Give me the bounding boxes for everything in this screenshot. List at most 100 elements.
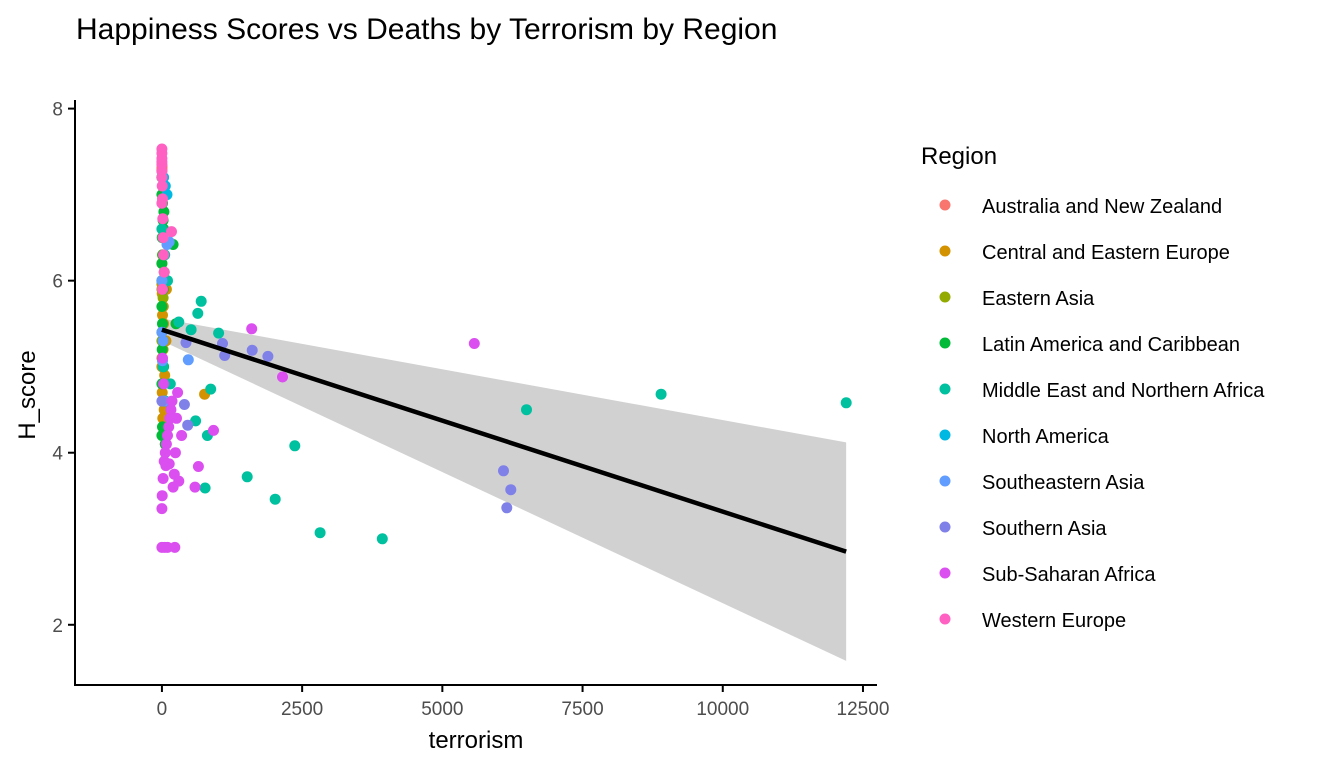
data-point	[173, 475, 185, 487]
data-point	[501, 502, 513, 514]
legend-item: Southeastern Asia	[939, 472, 1145, 494]
legend-label: Eastern Asia	[982, 288, 1095, 310]
series-9	[156, 143, 177, 295]
x-tick-label: 5000	[421, 699, 463, 720]
y-tick-label: 4	[52, 444, 63, 465]
legend-item: Central and Eastern Europe	[939, 242, 1230, 264]
data-point	[192, 307, 204, 319]
data-point	[213, 327, 225, 339]
data-point	[156, 395, 168, 407]
data-point	[157, 335, 169, 347]
legend-title: Region	[921, 143, 997, 170]
data-point	[192, 461, 204, 472]
data-point	[156, 197, 168, 209]
data-point	[195, 295, 207, 307]
data-point	[157, 318, 168, 330]
data-point	[269, 493, 281, 505]
data-point	[277, 371, 288, 383]
data-point	[156, 387, 168, 398]
data-point	[189, 481, 201, 493]
data-point	[156, 301, 168, 312]
data-point	[156, 275, 168, 287]
data-point	[169, 447, 181, 459]
data-point	[160, 438, 172, 450]
data-point	[289, 440, 301, 452]
y-tick-label: 8	[52, 100, 63, 121]
legend-label: Middle East and Northern Africa	[982, 380, 1265, 402]
legend-label: Southern Asia	[982, 518, 1107, 540]
trend-line	[161, 327, 847, 554]
data-point	[166, 395, 178, 407]
data-point	[840, 397, 852, 409]
data-point	[157, 309, 168, 321]
legend-item: Southern Asia	[939, 518, 1107, 540]
data-point	[156, 503, 168, 515]
data-point	[376, 533, 388, 545]
legend-key	[939, 429, 951, 441]
data-point	[185, 324, 197, 336]
data-point	[171, 412, 182, 424]
y-tick-label: 2	[52, 616, 63, 637]
x-axis-title: terrorism	[429, 727, 524, 754]
legend-label: Sub-Saharan Africa	[982, 564, 1156, 586]
legend-key	[939, 245, 951, 257]
data-point	[205, 383, 217, 395]
legend-item: Western Europe	[939, 610, 1126, 632]
legend-key	[939, 199, 951, 211]
legend-key	[939, 567, 951, 579]
data-point	[468, 338, 480, 349]
data-point	[157, 283, 168, 295]
plot-area	[156, 143, 852, 661]
data-point	[165, 404, 177, 416]
data-point	[208, 424, 219, 436]
data-point	[182, 419, 194, 431]
x-tick-label: 0	[157, 699, 168, 720]
legend-label: Australia and New Zealand	[982, 196, 1222, 218]
legend-label: North America	[982, 426, 1110, 448]
legend-item: North America	[939, 426, 1110, 448]
y-axis-ticks: 2 4 6 8	[52, 100, 75, 637]
data-point	[262, 350, 274, 362]
data-point	[156, 490, 168, 502]
legend-label: Western Europe	[982, 610, 1126, 632]
data-point	[166, 226, 177, 238]
data-point	[176, 430, 188, 441]
legend-item: Middle East and Northern Africa	[939, 380, 1265, 402]
data-point	[156, 223, 168, 235]
data-point	[156, 344, 168, 355]
data-point	[173, 316, 185, 328]
data-point	[158, 266, 170, 278]
legend-label: Latin America and Caribbean	[982, 334, 1240, 356]
data-point	[157, 473, 169, 484]
data-point	[159, 447, 171, 459]
data-point	[157, 352, 168, 364]
legend-key	[939, 383, 951, 395]
data-point	[182, 354, 194, 366]
x-tick-label: 7500	[561, 699, 603, 720]
data-point	[159, 369, 171, 381]
data-point	[172, 387, 184, 398]
data-point	[157, 213, 169, 225]
data-point	[169, 541, 181, 553]
legend-label: Southeastern Asia	[982, 472, 1145, 494]
legend-label: Central and Eastern Europe	[982, 242, 1230, 264]
y-axis-title: H_score	[14, 350, 41, 439]
data-point	[163, 458, 175, 470]
data-point	[156, 180, 168, 192]
x-tick-label: 10000	[696, 699, 749, 720]
data-point	[498, 465, 509, 477]
data-point	[158, 378, 170, 390]
data-point	[199, 482, 211, 494]
data-point	[162, 430, 173, 441]
data-point	[314, 527, 326, 539]
data-point	[157, 292, 169, 304]
legend-item: Latin America and Caribbean	[939, 334, 1240, 356]
legend-key	[939, 521, 951, 533]
data-point	[241, 471, 253, 483]
legend-key	[939, 475, 951, 487]
y-tick-label: 6	[52, 272, 63, 293]
data-point	[505, 484, 517, 496]
data-point	[521, 404, 532, 416]
data-point	[156, 171, 168, 183]
